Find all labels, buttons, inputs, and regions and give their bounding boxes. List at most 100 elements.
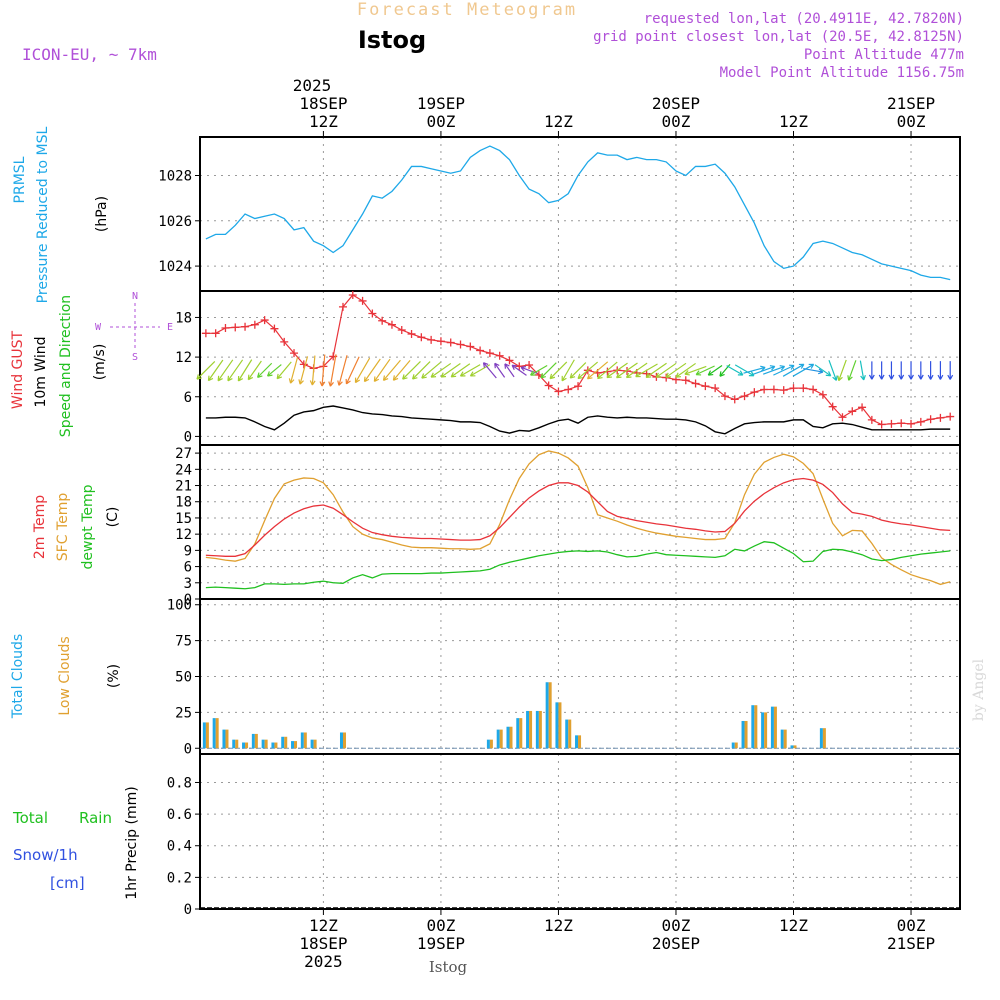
x-label-top: 18SEP: [299, 94, 347, 113]
gust-marker: [809, 385, 818, 394]
y-tick-label: 6: [184, 390, 192, 406]
gust-marker: [574, 382, 583, 391]
x-label-bottom: 20SEP: [652, 934, 700, 953]
wind-arrow: [753, 365, 776, 375]
low-cloud-bar: [313, 739, 317, 749]
cloud-unit-label: (%): [106, 664, 122, 688]
gust-marker: [760, 385, 769, 394]
low-cloud-bar: [793, 745, 797, 749]
wind-arrow: [345, 356, 360, 385]
wind-arrow: [247, 360, 262, 381]
y-tick-label: 3: [184, 576, 192, 592]
wind-arrow: [597, 361, 618, 380]
wind-arrow: [577, 361, 599, 380]
compass-north: N: [132, 291, 138, 302]
gust-marker: [907, 419, 916, 428]
total-cloud-bar: [202, 722, 206, 749]
wind-arrow: [511, 364, 527, 376]
wind-unit-label: (m/s): [92, 344, 108, 381]
dewpt-line: [205, 541, 951, 590]
low-cloud-bar: [284, 736, 288, 749]
wind-arrow: [288, 357, 299, 384]
y-tick-label: 9: [184, 543, 192, 559]
wind-arrow: [569, 362, 587, 379]
wind-arrow: [888, 361, 895, 380]
wind-arrow: [276, 361, 292, 380]
total-cloud-bar: [251, 733, 255, 749]
gust-marker: [720, 392, 729, 401]
wind-arrow: [917, 361, 924, 380]
wind-arrow: [908, 361, 914, 380]
gust-marker: [877, 420, 886, 429]
x-label-bottom: 00Z: [662, 916, 691, 935]
wind-arrow: [207, 359, 224, 382]
compass-east: E: [167, 322, 173, 333]
total-cloud-bar: [310, 739, 314, 749]
wind-arrow: [645, 362, 667, 379]
gust-marker: [456, 340, 465, 349]
temp-unit-label: (C): [105, 507, 121, 528]
wind-arrow: [530, 364, 548, 376]
wind-arrow: [430, 362, 452, 378]
wind-arrow: [837, 359, 847, 382]
total-cloud-bar: [291, 741, 295, 749]
total-clouds-label: Total Clouds: [10, 634, 26, 719]
gust-marker: [201, 329, 210, 338]
total-cloud-bar: [526, 710, 530, 749]
gust-marker: [241, 322, 250, 331]
wind-10m-label: 10m Wind: [33, 336, 49, 407]
total-cloud-bar: [242, 742, 246, 749]
low-clouds-label: Low Clouds: [57, 636, 73, 715]
y-tick-label: 12: [175, 350, 192, 366]
gust-marker: [691, 379, 700, 388]
wind-arrow: [625, 362, 648, 379]
gust-marker: [387, 320, 396, 329]
wind-arrow: [762, 365, 786, 375]
low-cloud-bar: [245, 742, 249, 749]
gust-marker: [417, 333, 426, 342]
low-cloud-bar: [225, 729, 229, 749]
total-cloud-bar: [790, 745, 794, 749]
wind-arrow: [726, 365, 744, 376]
y-tick-label: 21: [175, 479, 192, 495]
compass-west: W: [95, 322, 102, 333]
wind-arrow: [792, 363, 815, 377]
low-cloud-bar: [578, 735, 582, 749]
wind-arrow: [655, 362, 677, 378]
y-tick-label: 6: [184, 560, 192, 576]
gust-marker: [711, 384, 720, 393]
dewpt-temp-label: dewpt Temp: [80, 484, 96, 569]
compass-south: S: [132, 352, 138, 363]
y-tick-label: 24: [175, 462, 192, 478]
low-cloud-bar: [822, 728, 826, 749]
wind-arrow: [482, 362, 497, 379]
wind-arrow: [586, 361, 609, 380]
wind-arrow: [540, 362, 557, 379]
gust-marker: [280, 337, 289, 346]
sfc-temp-line: [205, 450, 951, 586]
low-cloud-bar: [783, 729, 787, 749]
low-cloud-bar: [754, 705, 758, 749]
wind-arrow: [684, 365, 707, 376]
wind-arrow: [898, 361, 905, 380]
low-cloud-bar: [548, 682, 552, 749]
gust-marker: [799, 384, 808, 393]
wind-arrow: [421, 362, 441, 379]
total-cloud-bar: [516, 718, 520, 749]
low-cloud-bar: [235, 739, 239, 749]
y-tick-label: 1026: [158, 214, 192, 230]
low-cloud-bar: [764, 712, 768, 749]
rain-label-total: Total: [12, 809, 48, 827]
gust-marker: [936, 413, 945, 422]
x-label-top: 00Z: [897, 112, 926, 131]
y-tick-label: 100: [167, 598, 192, 614]
precip-unit-label: 1hr Precip (mm): [124, 786, 140, 899]
wind-arrow: [859, 360, 866, 381]
total-cloud-bar: [770, 706, 774, 749]
total-cloud-bar: [751, 705, 755, 749]
y-tick-label: 0.8: [167, 775, 192, 791]
total-cloud-bar: [565, 719, 569, 749]
requested-coords: requested lon,lat (20.4911E, 42.7820N): [644, 11, 964, 27]
gust-marker: [564, 385, 573, 394]
